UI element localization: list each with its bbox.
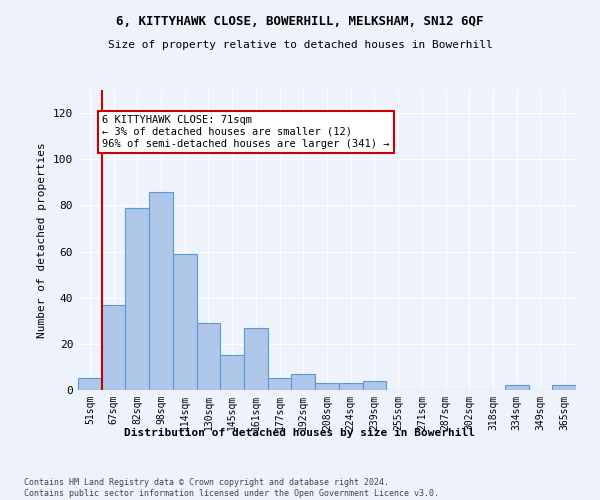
Text: 6, KITTYHAWK CLOSE, BOWERHILL, MELKSHAM, SN12 6QF: 6, KITTYHAWK CLOSE, BOWERHILL, MELKSHAM,… (116, 15, 484, 28)
Bar (125, 208, 149, 390)
Bar (102, 304, 125, 390)
Bar (244, 328, 268, 390)
Bar (173, 254, 197, 390)
Bar (505, 386, 529, 390)
Bar (552, 386, 576, 390)
Text: Distribution of detached houses by size in Bowerhill: Distribution of detached houses by size … (125, 428, 476, 438)
Bar (78, 378, 102, 390)
Bar (339, 383, 362, 390)
Bar (197, 323, 220, 390)
Bar (268, 378, 292, 390)
Y-axis label: Number of detached properties: Number of detached properties (37, 142, 47, 338)
Text: Size of property relative to detached houses in Bowerhill: Size of property relative to detached ho… (107, 40, 493, 50)
Bar (362, 381, 386, 390)
Bar (149, 192, 173, 390)
Bar (315, 383, 339, 390)
Bar (220, 356, 244, 390)
Text: 6 KITTYHAWK CLOSE: 71sqm
← 3% of detached houses are smaller (12)
96% of semi-de: 6 KITTYHAWK CLOSE: 71sqm ← 3% of detache… (102, 116, 389, 148)
Bar (292, 374, 315, 390)
Text: Contains HM Land Registry data © Crown copyright and database right 2024.
Contai: Contains HM Land Registry data © Crown c… (24, 478, 439, 498)
